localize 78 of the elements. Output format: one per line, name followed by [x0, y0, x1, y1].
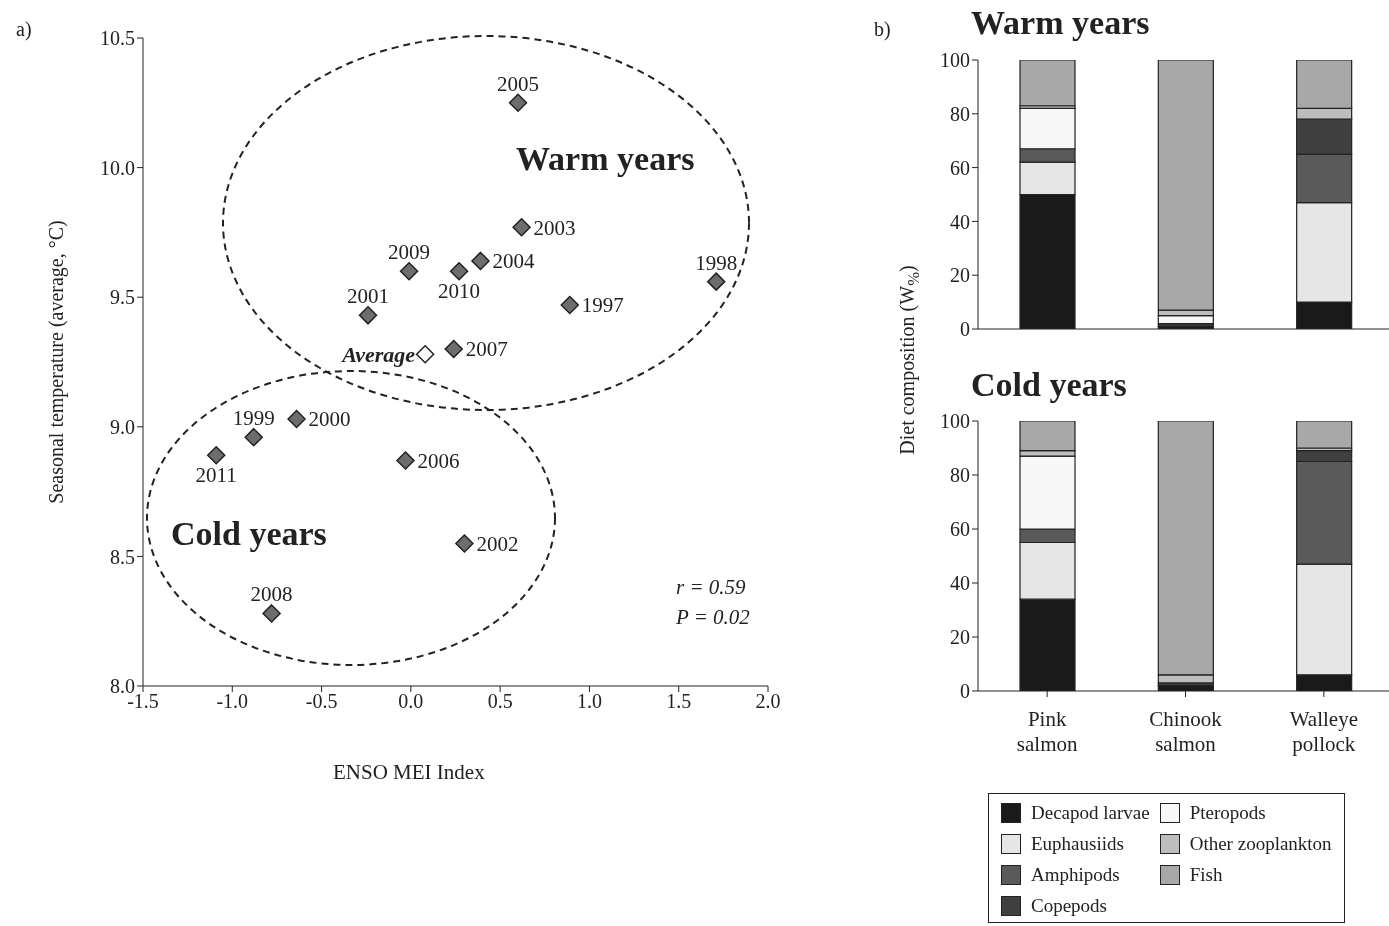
point	[471, 251, 490, 271]
x-tick-label: 0.5	[487, 690, 513, 713]
x-tick-label: 0.0	[398, 690, 424, 713]
text: a)	[16, 18, 32, 41]
y-tick-label: 100	[940, 49, 970, 72]
legend-label: Amphipods	[1030, 862, 1121, 887]
annotation: 2004	[492, 249, 535, 274]
annotation: 2002	[476, 531, 519, 556]
y-tick-label: 60	[950, 156, 970, 179]
point	[560, 295, 580, 315]
y-tick-label: 20	[950, 626, 970, 649]
x-tick-label: -0.5	[305, 690, 338, 713]
bar	[1019, 60, 1076, 107]
annotation: 2006	[417, 448, 460, 473]
y-tick-label: 60	[950, 518, 970, 541]
annotation: 2000	[308, 407, 351, 432]
y-tick-label: 80	[950, 102, 970, 125]
point	[206, 446, 226, 465]
y-tick-label: 9.5	[110, 286, 135, 309]
y-tick-label: 80	[950, 464, 970, 487]
y-tick-label: 10.5	[100, 27, 135, 50]
point	[399, 262, 419, 281]
legend-label: Euphausiids	[1030, 831, 1125, 856]
annotation: 2008	[250, 582, 293, 607]
annotation: P = 0.02	[676, 605, 750, 630]
x-axis-title: ENSO MEI Index	[333, 760, 485, 785]
bar	[1296, 421, 1353, 449]
point	[706, 272, 726, 291]
legend-label: Other zooplankton	[1188, 831, 1332, 856]
legend-label: Fish	[1188, 862, 1224, 887]
y-tick-label: 0	[960, 318, 970, 341]
annotation: 2005	[497, 71, 539, 96]
point	[455, 534, 474, 553]
x-tick-label: 1.0	[576, 690, 602, 713]
y-tick-label: 100	[940, 410, 970, 433]
legend-label: Copepods	[1030, 893, 1108, 918]
point	[396, 451, 415, 470]
legend-label: Decapod larvae	[1030, 800, 1150, 825]
x-tick-label: -1.0	[216, 690, 249, 713]
annotation: 2010	[438, 279, 481, 304]
x-tick-label: 2.0	[755, 690, 781, 713]
y-tick-label: 9.0	[110, 415, 135, 438]
point	[508, 93, 528, 113]
point	[358, 306, 378, 325]
point	[287, 409, 306, 429]
annotation: 1997	[581, 293, 624, 318]
point	[244, 427, 263, 447]
y-tick-label: 10.0	[100, 156, 135, 179]
point	[262, 604, 281, 623]
point	[512, 217, 531, 237]
annotation: Cold years	[171, 515, 327, 553]
text: b)	[874, 18, 891, 41]
annotation: 2011	[195, 463, 237, 488]
chart-title: Warm years	[971, 4, 1150, 42]
annotation: 2003	[533, 215, 576, 240]
y-tick-label: 40	[950, 210, 970, 233]
series-label: Average	[340, 342, 416, 368]
x-tick-label: Chinook salmon	[1149, 706, 1223, 757]
x-tick-label: Pink salmon	[1016, 706, 1078, 757]
y-tick-label: 8.5	[110, 545, 135, 568]
annotation: 1998	[695, 250, 738, 275]
point	[449, 262, 469, 281]
x-tick-label: 1.5	[666, 690, 692, 713]
annotation: 2009	[388, 240, 431, 265]
annotation: 1999	[232, 406, 275, 431]
x-tick-label: Walleye pollock	[1289, 706, 1358, 757]
legend-label: Pteropods	[1188, 800, 1267, 825]
annotation: 2001	[347, 284, 389, 309]
annotation: r = 0.59	[676, 575, 746, 600]
chart-title: Cold years	[971, 366, 1127, 404]
point	[415, 344, 435, 364]
y-tick-label: 20	[950, 264, 970, 287]
y-tick-label: 40	[950, 572, 970, 595]
y-tick-label: 0	[960, 680, 970, 703]
y-axis-title: Seasonal temperature (average, °C)	[44, 220, 68, 504]
annotation: 2007	[465, 337, 508, 362]
annotation: Warm years	[516, 140, 695, 178]
point	[444, 339, 463, 359]
